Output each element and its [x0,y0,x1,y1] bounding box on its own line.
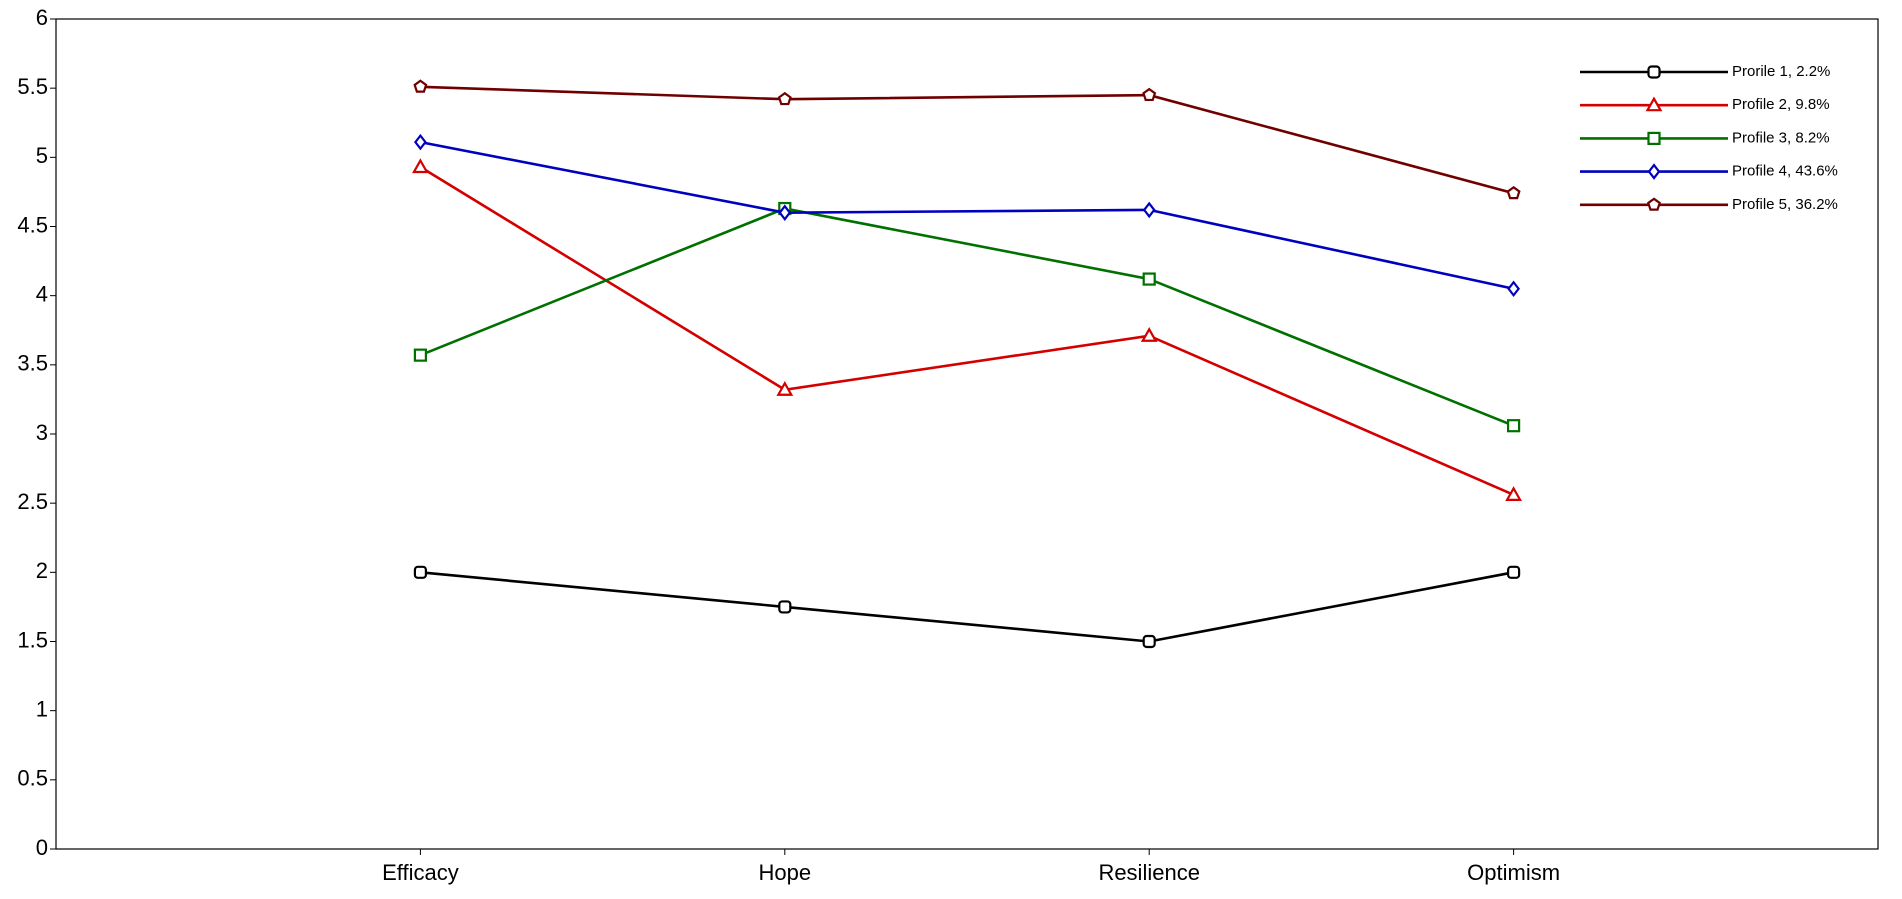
y-tick-label: 1.5 [17,627,48,652]
y-tick-label: 0.5 [17,766,48,791]
marker [1142,634,1156,649]
marker [1647,197,1661,211]
legend-label: Prorile 1, 2.2% [1732,63,1830,80]
marker [1142,272,1156,286]
series-line [420,571,1514,643]
y-tick-label: 5.5 [17,74,48,99]
marker [414,133,427,151]
legend-label: Profile 4, 43.6% [1732,163,1838,180]
marker [1506,419,1521,433]
marker [412,158,429,174]
marker [778,204,792,221]
series-line [419,207,1515,427]
x-tick-label: Optimism [1467,860,1560,885]
y-tick-label: 4.5 [17,212,48,237]
marker [413,79,428,93]
marker [1507,280,1520,298]
legend-label: Profile 3, 8.2% [1732,129,1830,146]
marker [777,91,792,106]
y-tick-label: 5 [36,143,48,168]
marker [1645,96,1663,112]
marker [1647,131,1661,145]
y-tick-label: 4 [36,281,48,306]
y-tick-label: 3 [36,420,48,445]
marker [776,380,794,396]
y-tick-label: 2 [36,558,48,583]
marker [1647,65,1661,79]
marker [413,565,427,579]
y-tick-label: 6 [36,5,48,30]
legend-label: Profile 2, 9.8% [1732,96,1830,113]
series-line [420,85,1514,195]
y-tick-label: 1 [36,696,48,721]
y-tick-label: 0 [36,835,48,860]
series-line [419,165,1515,497]
marker [1506,185,1521,200]
marker [778,600,792,614]
y-tick-label: 2.5 [17,489,48,514]
marker [1140,327,1158,342]
marker [1506,565,1521,579]
x-tick-label: Resilience [1098,860,1200,885]
plot-frame [55,18,1879,850]
marker [1647,163,1661,180]
legend-label: Profile 5, 36.2% [1732,196,1838,213]
marker [413,348,427,362]
x-tick-label: Efficacy [382,860,459,885]
marker [1505,486,1522,501]
marker [1142,87,1157,102]
marker [1142,201,1156,219]
x-tick-label: Hope [759,860,812,885]
series-line [420,140,1514,291]
y-tick-label: 3.5 [17,351,48,376]
